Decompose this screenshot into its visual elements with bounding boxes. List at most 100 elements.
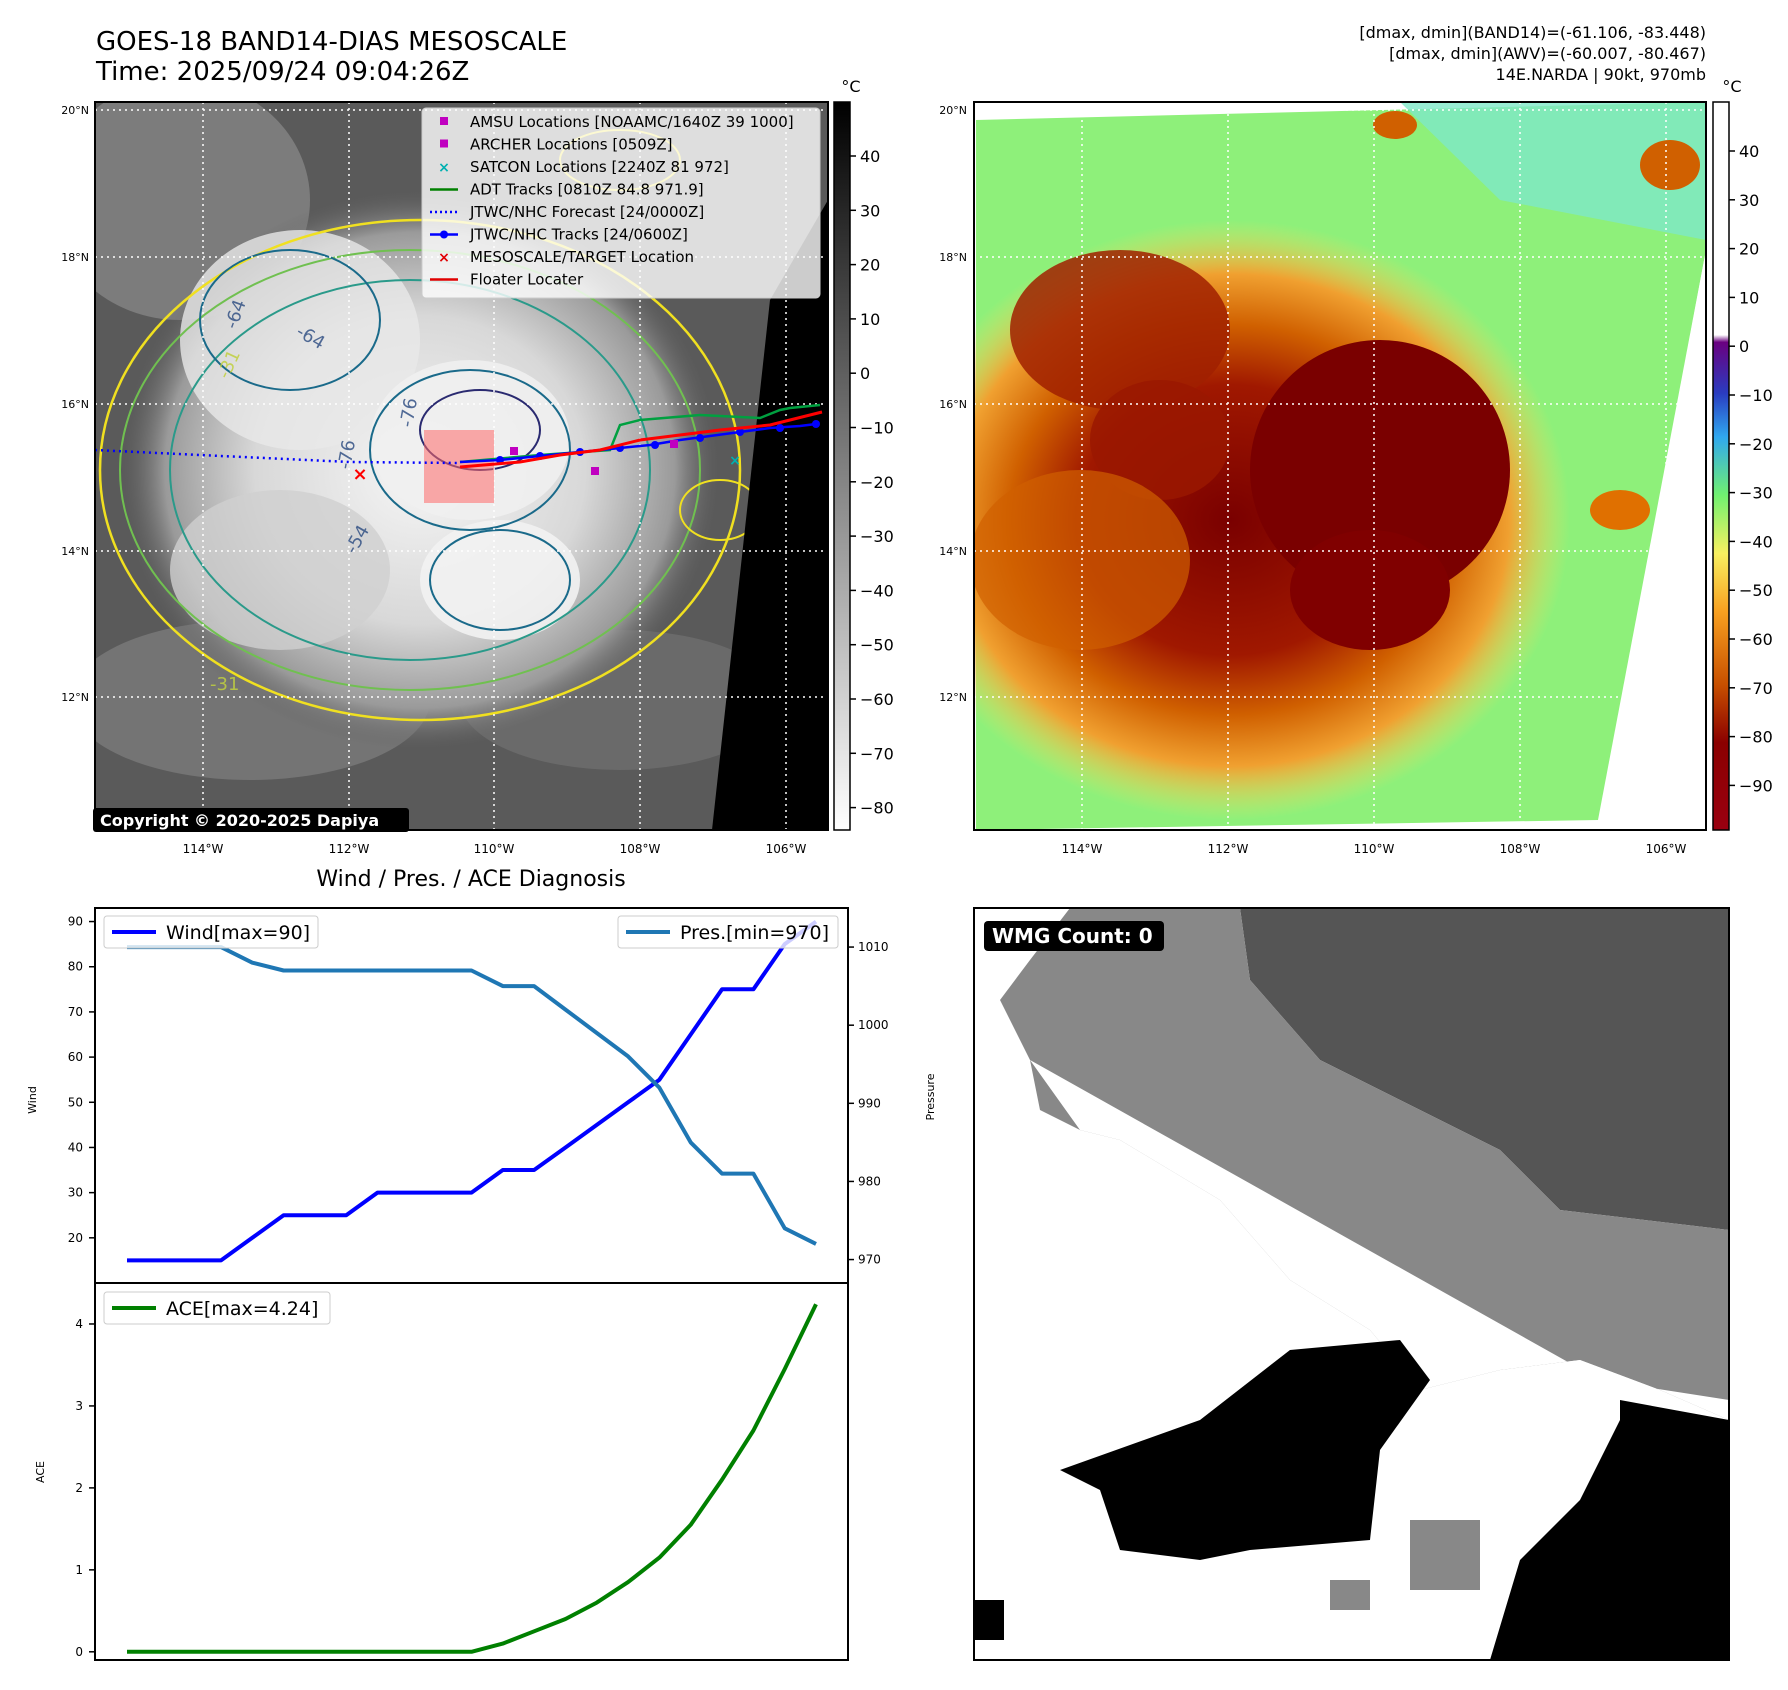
colorbar-tick-label: −60	[860, 690, 894, 709]
awv-lon-label: 108°W	[1500, 842, 1541, 856]
colorbar-tick-label: −70	[860, 744, 894, 763]
colorbar-tick-label: 10	[860, 310, 880, 329]
colorbar-tick-label: 20	[1739, 240, 1759, 259]
svg-text:×: ×	[729, 453, 741, 469]
axis-tick-label: 1000	[858, 1018, 889, 1032]
wmg-count-label: WMG Count: 0	[992, 924, 1153, 948]
contour-label: -76	[396, 396, 422, 429]
awv-colorbar-unit: °C	[1722, 77, 1741, 96]
awv-lat-label: 18°N	[939, 251, 967, 264]
axis-tick-label: 80	[68, 960, 83, 974]
legend-label: JTWC/NHC Tracks [24/0600Z]	[469, 226, 688, 244]
awv-lon-label: 112°W	[1208, 842, 1249, 856]
axis-tick-label: 50	[68, 1095, 83, 1109]
series-line-wind	[127, 919, 818, 1263]
axis-tick-label: 70	[68, 1005, 83, 1019]
colorbar-tick-label: −60	[1739, 630, 1773, 649]
colorbar-tick-label: 40	[1739, 142, 1759, 161]
colorbar-tick-label: 30	[1739, 191, 1759, 210]
awv-lon-label: 114°W	[1062, 842, 1103, 856]
legend-symbol: ×	[438, 160, 450, 176]
legend-label: AMSU Locations [NOAAMC/1640Z 39 1000]	[470, 113, 794, 131]
axis-tick-label: 2	[75, 1481, 83, 1495]
ir-map-panel: × × -76 -64 -64 -76 -54 -31 -31 Copyrigh…	[61, 101, 829, 856]
figure-title-line2: Time: 2025/09/24 09:04:26Z	[95, 57, 469, 87]
wind-legend-label: Wind[max=90]	[166, 922, 310, 944]
wind-axis-label: Wind	[26, 1086, 39, 1114]
wmg-panel: WMG Count: 0	[973, 907, 1730, 1661]
contour-label: -31	[210, 674, 239, 695]
colorbar-tick-label: 0	[860, 364, 870, 383]
figure-title-line1: GOES-18 BAND14-DIAS MESOSCALE	[96, 27, 567, 57]
awv-lon-label: 110°W	[1354, 842, 1395, 856]
colorbar-tick-label: −20	[860, 473, 894, 492]
colorbar-tick-label: 0	[1739, 337, 1749, 356]
contour-label: -76	[334, 438, 360, 471]
axis-tick-label: 1010	[858, 940, 889, 954]
legend-label: Floater Locater	[470, 271, 584, 289]
colorbar-tick-label: 30	[860, 201, 880, 220]
series-line-pressure	[127, 945, 817, 1246]
svg-text:×: ×	[438, 250, 450, 266]
awv-colorbar: °C 40 30 20 10 0 −10 −20 −30 −40 −50 −60 −70 −80 −90	[1712, 77, 1773, 831]
legend-label: SATCON Locations [2240Z 81 972]	[470, 158, 729, 176]
legend-label: ADT Tracks [0810Z 84.8 971.9]	[470, 181, 704, 199]
ir-lat-label: 16°N	[61, 398, 89, 411]
ir-legend: AMSU Locations [NOAAMC/1640Z 39 1000] ARC…	[421, 107, 821, 299]
colorbar-tick-label: −40	[1739, 532, 1773, 551]
axis-tick-label: 30	[68, 1186, 83, 1200]
ir-lat-label: 18°N	[61, 251, 89, 264]
legend-symbol	[430, 230, 458, 239]
ir-colorbar-unit: °C	[841, 77, 860, 96]
legend-label: MESOSCALE/TARGET Location	[470, 248, 694, 266]
colorbar-tick-label: −50	[860, 636, 894, 655]
awv-lat-label: 14°N	[939, 545, 967, 558]
ir-lon-label: 106°W	[766, 842, 807, 856]
colorbar-tick-label: −80	[1739, 728, 1773, 747]
axis-tick-label: 60	[68, 1050, 83, 1064]
colorbar-tick-label: −10	[860, 419, 894, 438]
colorbar-tick-label: −30	[860, 527, 894, 546]
ace-axis-label: ACE	[34, 1461, 47, 1483]
series-line-ace	[127, 1303, 818, 1654]
awv-lat-label: 12°N	[939, 691, 967, 704]
axis-tick-label: 40	[68, 1140, 83, 1154]
axis-tick-label: 970	[858, 1253, 881, 1267]
axis-tick-label: 3	[75, 1399, 83, 1413]
axis-tick-label: 20	[68, 1231, 83, 1245]
legend-symbol	[440, 117, 448, 125]
ace-legend: ACE[max=4.24]	[103, 1291, 331, 1325]
colorbar-tick-label: −90	[1739, 776, 1773, 795]
legend-symbol: ×	[438, 250, 450, 266]
axis-tick-label: 4	[75, 1317, 83, 1331]
colorbar-tick-label: −30	[1739, 484, 1773, 503]
diagnosis-title: Wind / Pres. / ACE Diagnosis	[316, 867, 625, 892]
stats-line2: [dmax, dmin](AWV)=(-60.007, -80.467)	[1389, 44, 1706, 63]
colorbar-tick-label: −70	[1739, 679, 1773, 698]
ir-lat-label: 14°N	[61, 545, 89, 558]
wind-legend: Wind[max=90]	[103, 915, 319, 949]
ir-lon-label: 114°W	[183, 842, 224, 856]
stats-line1: [dmax, dmin](BAND14)=(-61.106, -83.448)	[1359, 23, 1706, 42]
svg-text:×: ×	[352, 464, 367, 485]
colorbar-tick-label: −10	[1739, 386, 1773, 405]
axis-tick-label: 980	[858, 1174, 881, 1188]
legend-label: JTWC/NHC Forecast [24/0000Z]	[469, 203, 704, 221]
awv-lat-label: 16°N	[939, 398, 967, 411]
axis-tick-label: 990	[858, 1096, 881, 1110]
legend-label: ARCHER Locations [0509Z]	[470, 136, 673, 154]
axis-tick-label: 90	[68, 915, 83, 929]
colorbar-tick-label: −50	[1739, 581, 1773, 600]
ir-colorbar: °C 40 30 20 10 0 −10 −20 −30 −40 −50 −60 −70 −80	[833, 77, 894, 831]
copyright-label: Copyright © 2020-2025 Dapiya	[100, 811, 379, 830]
colorbar-tick-label: 20	[860, 256, 880, 275]
ir-lon-label: 108°W	[620, 842, 661, 856]
awv-map-panel: 20°N 18°N 16°N 14°N 12°N 114°W 112°W 110…	[939, 101, 1707, 856]
ir-lat-label: 12°N	[61, 691, 89, 704]
pressure-axis-label: Pressure	[924, 1073, 937, 1120]
ir-lat-label: 20°N	[61, 104, 89, 117]
legend-symbol	[440, 139, 448, 148]
stats-line3: 14E.NARDA | 90kt, 970mb	[1496, 65, 1706, 84]
ir-lon-label: 110°W	[474, 842, 515, 856]
svg-text:×: ×	[438, 160, 450, 176]
